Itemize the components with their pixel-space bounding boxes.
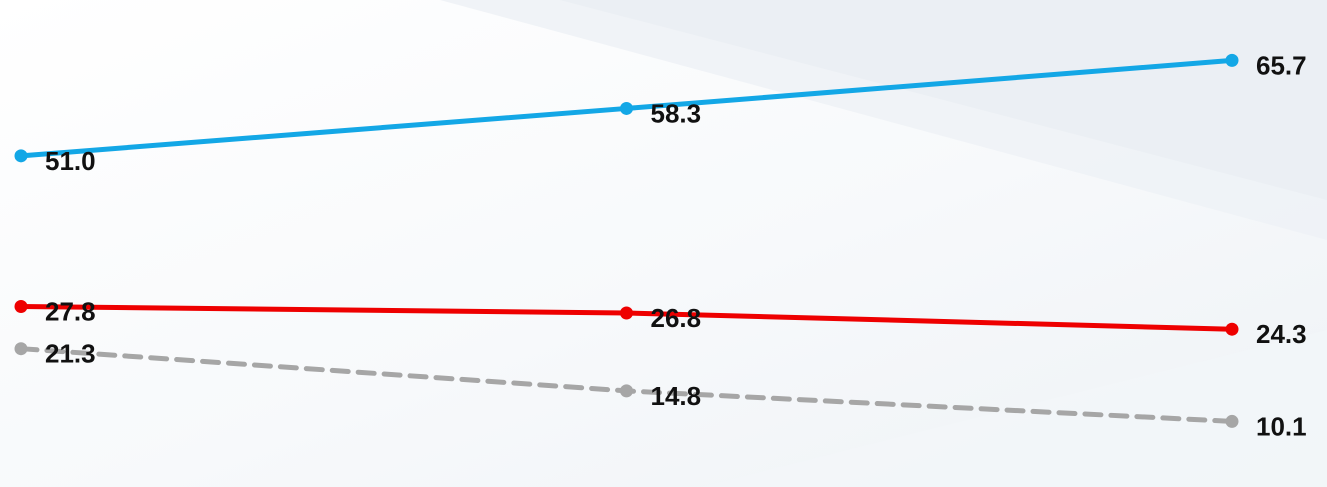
data-point-1-0 — [14, 299, 28, 313]
data-label-2-1: 14.8 — [651, 381, 702, 411]
data-label-0-1: 58.3 — [651, 98, 702, 128]
label-layer: 51.0 58.3 65.7 27.8 26.8 24.3 21.3 14.8 10.1 — [45, 50, 1307, 441]
data-point-2-0 — [14, 342, 28, 356]
data-label-0-2: 65.7 — [1256, 50, 1307, 80]
data-label-2-2: 10.1 — [1256, 411, 1307, 441]
data-label-0-0: 51.0 — [45, 146, 96, 176]
data-label-1-2: 24.3 — [1256, 319, 1307, 349]
data-point-2-1 — [620, 384, 633, 398]
data-label-2-0: 21.3 — [45, 339, 96, 369]
data-point-1-2 — [1225, 322, 1239, 336]
data-point-1-1 — [620, 306, 633, 320]
data-point-0-1 — [620, 101, 633, 115]
point-layer — [14, 53, 1239, 428]
data-point-0-0 — [14, 149, 28, 163]
data-point-0-2 — [1225, 53, 1239, 67]
data-label-1-0: 27.8 — [45, 296, 96, 326]
data-label-1-1: 26.8 — [651, 303, 702, 333]
data-point-2-2 — [1225, 414, 1239, 428]
